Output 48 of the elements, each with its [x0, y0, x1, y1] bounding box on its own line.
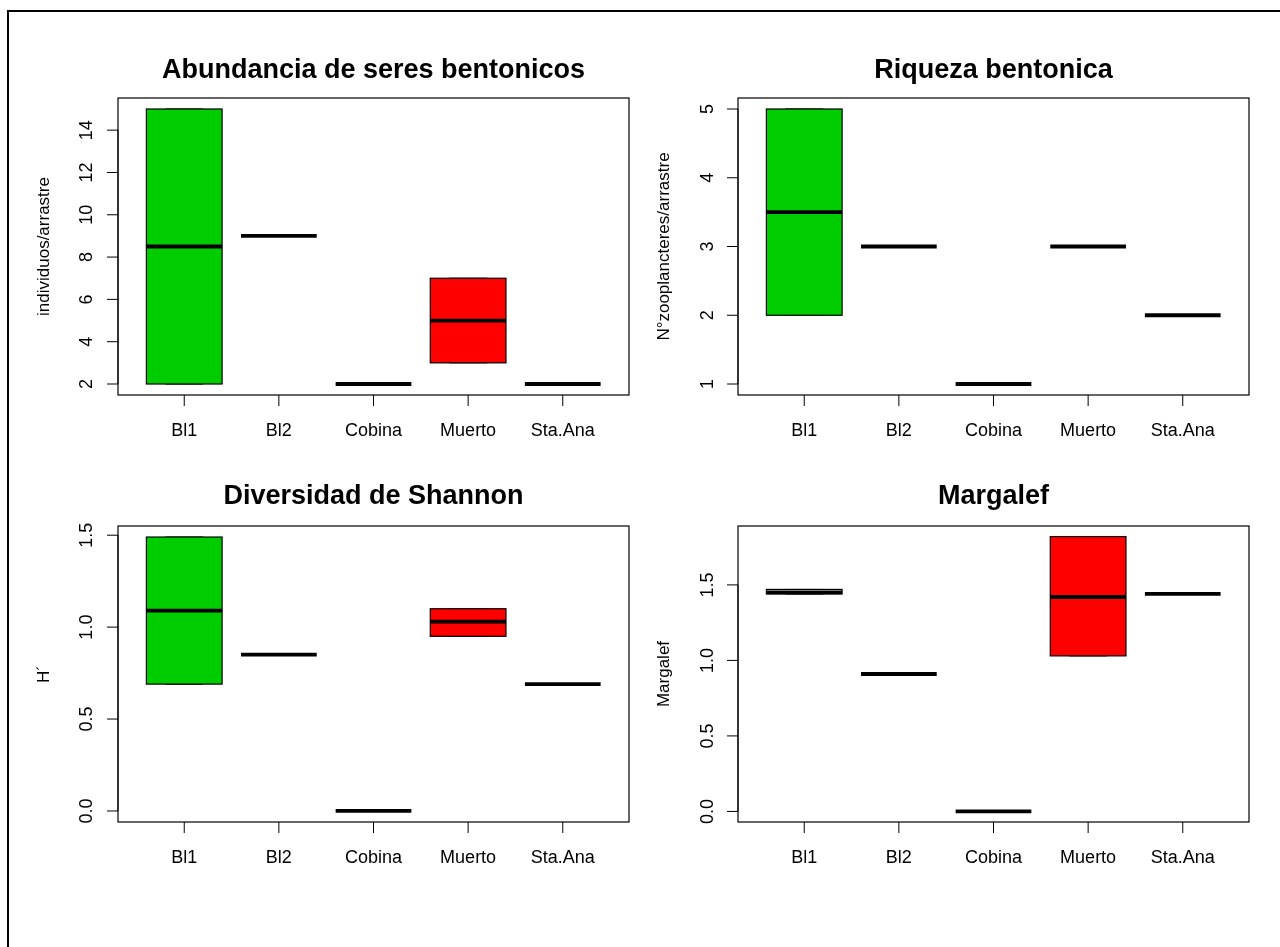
y-axis-title: N°zooplancteres/arrastre: [653, 152, 673, 341]
chart-title: Margalef: [937, 480, 1051, 510]
x-tick-label: Cobina: [964, 420, 1024, 440]
y-tick-label: 4: [76, 336, 96, 347]
y-tick-label: 1.5: [76, 522, 96, 548]
y-tick-label: 1.5: [697, 572, 717, 598]
y-tick-label: 14: [76, 120, 96, 141]
y-tick-label: 12: [76, 162, 96, 183]
x-tick-label: Bl2: [265, 420, 292, 440]
x-tick-label: Muerto: [440, 847, 497, 867]
x-tick-label: Bl1: [171, 847, 198, 867]
y-tick-label: 1: [697, 378, 717, 390]
y-tick-label: 0.5: [697, 723, 717, 749]
y-axis-title: individuos/arrastre: [33, 177, 53, 316]
y-tick-label: 8: [76, 252, 96, 263]
y-axis-title: Margalef: [653, 640, 673, 708]
x-tick-label: Bl2: [265, 847, 292, 867]
x-tick-label: Bl2: [885, 420, 912, 440]
x-tick-label: Sta.Ana: [1150, 420, 1216, 440]
x-tick-label: Bl1: [791, 420, 818, 440]
x-tick-label: Cobina: [964, 847, 1024, 867]
x-tick-label: Muerto: [1060, 847, 1117, 867]
chart-title: Diversidad de Shannon: [223, 480, 524, 510]
y-tick-label: 4: [697, 172, 717, 183]
x-tick-label: Sta.Ana: [1150, 847, 1216, 867]
y-tick-label: 1.0: [76, 614, 96, 640]
y-tick-label: 2: [697, 310, 717, 321]
y-tick-label: 3: [697, 241, 717, 252]
y-tick-label: 0.5: [76, 706, 96, 732]
y-tick-label: 2: [76, 378, 96, 390]
y-tick-label: 5: [697, 103, 717, 115]
y-tick-label: 10: [76, 204, 96, 225]
x-tick-label: Sta.Ana: [530, 420, 596, 440]
chart-title: Abundancia de seres bentonicos: [161, 54, 586, 84]
y-axis-title: H´: [33, 665, 53, 683]
x-tick-label: Muerto: [1060, 420, 1117, 440]
chart-title: Riqueza bentonica: [874, 54, 1114, 84]
x-tick-label: Bl2: [885, 847, 912, 867]
y-tick-label: 0.0: [76, 798, 96, 824]
x-tick-label: Muerto: [440, 420, 497, 440]
y-tick-label: 1.0: [697, 647, 717, 673]
x-tick-label: Bl1: [791, 847, 818, 867]
x-tick-label: Cobina: [344, 420, 404, 440]
x-tick-label: Bl1: [171, 420, 198, 440]
x-tick-label: Cobina: [344, 847, 404, 867]
x-tick-label: Sta.Ana: [530, 847, 596, 867]
y-tick-label: 6: [76, 294, 96, 305]
y-tick-label: 0.0: [697, 798, 717, 824]
